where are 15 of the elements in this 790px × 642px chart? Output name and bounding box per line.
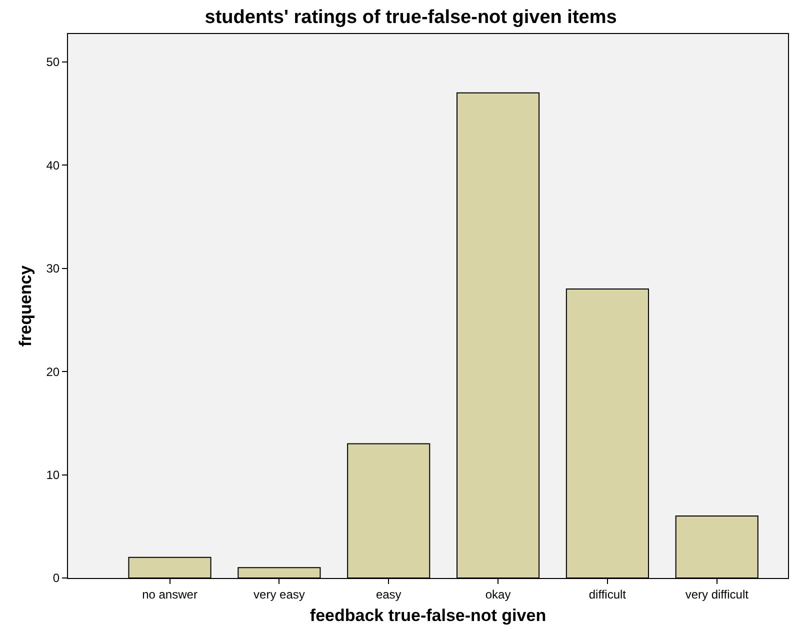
chart-title: students' ratings of true-false-not given items: [204, 6, 617, 28]
y-tick-label: 30: [46, 262, 60, 276]
y-tick-label: 50: [46, 55, 60, 70]
x-tick-label: okay: [485, 587, 511, 602]
y-tick-label: 0: [52, 571, 60, 586]
x-tick-label: difficult: [588, 587, 627, 602]
x-tick-label: very easy: [254, 587, 305, 602]
x-tick-label: easy: [376, 587, 402, 602]
x-axis-title: feedback true-false-not given: [310, 606, 546, 625]
y-tick-label: 10: [46, 468, 60, 482]
y-tick-label: 20: [46, 364, 60, 379]
x-tick-label: very difficult: [685, 587, 750, 602]
x-tick-label: no answer: [142, 587, 198, 602]
y-tick-label: 40: [46, 158, 60, 172]
y-axis-title: frequency: [16, 264, 35, 347]
